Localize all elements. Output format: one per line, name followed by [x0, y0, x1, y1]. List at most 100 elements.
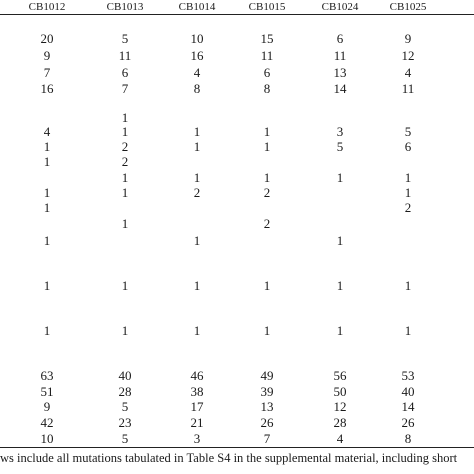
- table-cell: 13: [260, 399, 274, 414]
- table-cell: 28: [333, 415, 347, 430]
- table-cell: 5: [121, 31, 129, 46]
- table-cell: 7: [43, 65, 51, 80]
- table-cell: 4: [336, 431, 344, 446]
- table-cell: 5: [121, 399, 129, 414]
- table-cell: 10: [190, 31, 204, 46]
- table-cell: 2: [121, 154, 129, 169]
- table-cell: 8: [193, 81, 201, 96]
- table-cell: 1: [404, 278, 412, 293]
- table-cell: 14: [401, 399, 415, 414]
- table-cell: 53: [401, 368, 415, 383]
- table-cell: 1: [121, 185, 129, 200]
- table-cell: 40: [118, 368, 132, 383]
- table-cell: 6: [263, 65, 271, 80]
- table-cell: 1: [121, 216, 129, 231]
- table-cell: 1: [43, 278, 51, 293]
- table-cell: 51: [40, 384, 54, 399]
- table-footnote: ws include all mutations tabulated in Ta…: [0, 451, 458, 465]
- table-cell: 2: [263, 216, 271, 231]
- table-cell: 1: [43, 139, 51, 154]
- table-cell: 11: [260, 48, 274, 63]
- table-cell: 1: [404, 323, 412, 338]
- table-cell: 1: [193, 170, 201, 185]
- table-cell: 6: [336, 31, 344, 46]
- table-cell: 9: [43, 399, 51, 414]
- table-cell: 11: [401, 81, 415, 96]
- table-cell: 20: [40, 31, 54, 46]
- table-cell: 1: [43, 200, 51, 215]
- column-header: CB1014: [178, 1, 216, 13]
- table-cell: 11: [118, 48, 132, 63]
- table-cell: 1: [43, 154, 51, 169]
- table-cell: 26: [260, 415, 274, 430]
- table-cell: 6: [404, 139, 412, 154]
- table-cell: 9: [43, 48, 51, 63]
- table-cell: 9: [404, 31, 412, 46]
- column-header: CB1024: [321, 1, 359, 13]
- table-cell: 49: [260, 368, 274, 383]
- table-cell: 15: [260, 31, 274, 46]
- table-cell: 2: [263, 185, 271, 200]
- table-cell: 28: [118, 384, 132, 399]
- header-rule: [0, 14, 474, 15]
- column-header: CB1015: [248, 1, 286, 13]
- table-cell: 1: [336, 170, 344, 185]
- table-cell: 1: [193, 124, 201, 139]
- table-cell: 1: [193, 233, 201, 248]
- table-cell: 39: [260, 384, 274, 399]
- column-header: CB1013: [106, 1, 144, 13]
- table-cell: 3: [193, 431, 201, 446]
- table-cell: 5: [121, 431, 129, 446]
- table-cell: 4: [43, 124, 51, 139]
- table-cell: 56: [333, 368, 347, 383]
- table-cell: 40: [401, 384, 415, 399]
- table-cell: 16: [190, 48, 204, 63]
- table-cell: 2: [121, 139, 129, 154]
- table-cell: 1: [263, 278, 271, 293]
- table-cell: 1: [193, 278, 201, 293]
- table-cell: 1: [121, 323, 129, 338]
- table-cell: 14: [333, 81, 347, 96]
- table-cell: 4: [193, 65, 201, 80]
- table-cell: 12: [333, 399, 347, 414]
- table-cell: 1: [43, 323, 51, 338]
- table-cell: 4: [404, 65, 412, 80]
- table-cell: 42: [40, 415, 54, 430]
- table-cell: 11: [333, 48, 347, 63]
- table-cell: 1: [193, 139, 201, 154]
- table-cell: 63: [40, 368, 54, 383]
- table-cell: 1: [263, 124, 271, 139]
- table-cell: 23: [118, 415, 132, 430]
- table-cell: 10: [40, 431, 54, 446]
- table-cell: 1: [43, 185, 51, 200]
- table-cell: 1: [121, 170, 129, 185]
- table-cell: 7: [263, 431, 271, 446]
- table-cell: 8: [263, 81, 271, 96]
- table-bottom-rule: [0, 447, 474, 448]
- table-cell: 8: [404, 431, 412, 446]
- column-header: CB1012: [28, 1, 66, 13]
- table-cell: 16: [40, 81, 54, 96]
- table-cell: 21: [190, 415, 204, 430]
- table-cell: 2: [404, 200, 412, 215]
- table-cell: 17: [190, 399, 204, 414]
- table-cell: 5: [404, 124, 412, 139]
- column-header: CB1025: [389, 1, 427, 13]
- table-cell: 50: [333, 384, 347, 399]
- table-cell: 1: [404, 185, 412, 200]
- table-cell: 26: [401, 415, 415, 430]
- table-cell: 1: [121, 278, 129, 293]
- table-cell: 12: [401, 48, 415, 63]
- table-cell: 1: [404, 170, 412, 185]
- table-cell: 7: [121, 81, 129, 96]
- table-cell: 1: [263, 170, 271, 185]
- table-cell: 1: [336, 233, 344, 248]
- table-cell: 2: [193, 185, 201, 200]
- table-cell: 1: [193, 323, 201, 338]
- table-cell: 5: [336, 139, 344, 154]
- table-cell: 6: [121, 65, 129, 80]
- table-cell: 1: [121, 110, 129, 125]
- table-cell: 1: [336, 323, 344, 338]
- table-cell: 1: [43, 233, 51, 248]
- table-cell: 38: [190, 384, 204, 399]
